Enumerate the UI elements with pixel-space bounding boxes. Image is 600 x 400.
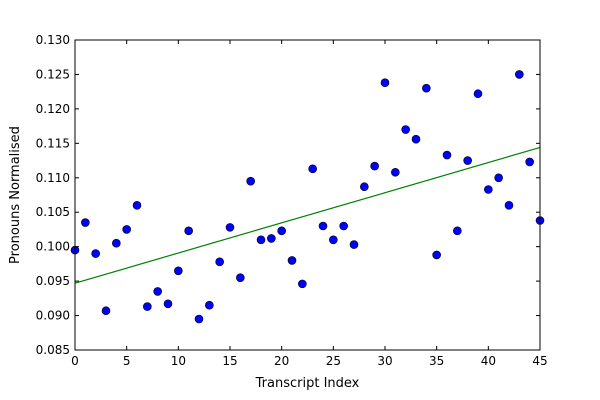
data-point-35	[432, 250, 441, 260]
y-tick-label: 0.095	[36, 274, 70, 288]
data-point-42	[504, 201, 514, 210]
data-point-21	[287, 256, 297, 265]
data-point-34	[422, 83, 431, 93]
data-point-43	[515, 70, 524, 79]
x-tick-label: 30	[377, 354, 392, 368]
data-point-11	[184, 226, 193, 236]
data-point-27	[349, 240, 359, 249]
data-point-26	[339, 221, 348, 231]
data-point-14	[215, 257, 224, 267]
data-point-5	[122, 225, 131, 234]
data-point-41	[494, 173, 503, 183]
data-point-22	[298, 279, 307, 289]
data-point-44	[525, 157, 534, 167]
y-tick-label: 0.120	[36, 102, 70, 116]
plot-frame	[74, 39, 541, 351]
data-point-3	[101, 306, 111, 316]
y-axis-label: Pronouns Normalised	[8, 126, 23, 264]
data-point-17	[246, 176, 255, 186]
trend-line	[74, 146, 541, 284]
data-point-8	[153, 287, 162, 296]
y-tick-label: 0.090	[36, 309, 70, 323]
x-tick-label: 25	[326, 354, 341, 368]
data-point-15	[225, 223, 235, 232]
y-tick-label: 0.130	[36, 33, 70, 47]
y-tick-label: 0.115	[36, 136, 70, 150]
data-point-28	[360, 182, 369, 192]
data-point-39	[473, 89, 483, 99]
x-tick-label: 10	[171, 354, 186, 368]
data-point-37	[453, 226, 462, 236]
y-tick-label: 0.105	[36, 205, 70, 219]
data-point-38	[463, 156, 472, 165]
y-tick-label: 0.085	[36, 343, 70, 357]
data-point-19	[267, 234, 276, 243]
x-tick-label: 0	[71, 354, 79, 368]
data-point-13	[205, 300, 214, 310]
data-point-33	[411, 134, 421, 144]
data-point-10	[174, 266, 183, 276]
x-tick-label: 15	[222, 354, 237, 368]
y-tick-label: 0.100	[36, 240, 70, 254]
data-point-4	[112, 238, 121, 248]
data-point-20	[277, 226, 286, 236]
data-point-24	[318, 221, 328, 231]
y-tick-label: 0.125	[36, 67, 70, 81]
data-point-31	[391, 167, 400, 177]
ticks-layer: 0 5 10 15 20 25 30 35 40 45 0.085 0.090 0.095 0.100 0.…	[36, 33, 548, 368]
data-point-7	[143, 302, 152, 311]
x-tick-label: 45	[532, 354, 547, 368]
plot-area	[75, 40, 540, 350]
data-point-16	[236, 273, 245, 282]
x-tick-label: 35	[429, 354, 444, 368]
data-point-2	[91, 249, 100, 258]
x-axis-label: Transcript Index	[255, 376, 360, 391]
data-point-12	[194, 314, 204, 324]
x-tick-label: 40	[481, 354, 496, 368]
data-point-29	[370, 161, 379, 171]
data-point-32	[401, 125, 410, 134]
x-tick-label: 5	[123, 354, 131, 368]
data-point-6	[132, 201, 142, 210]
data-point-18	[256, 235, 266, 245]
data-point-36	[442, 150, 452, 160]
data-point-30	[380, 78, 390, 88]
data-point-25	[329, 235, 338, 245]
series-layer	[70, 70, 545, 324]
data-point-23	[308, 164, 317, 174]
x-tick-label: 20	[274, 354, 289, 368]
data-point-1	[81, 218, 90, 227]
y-tick-label: 0.110	[36, 171, 70, 185]
data-point-9	[163, 299, 173, 309]
data-point-40	[484, 185, 493, 194]
